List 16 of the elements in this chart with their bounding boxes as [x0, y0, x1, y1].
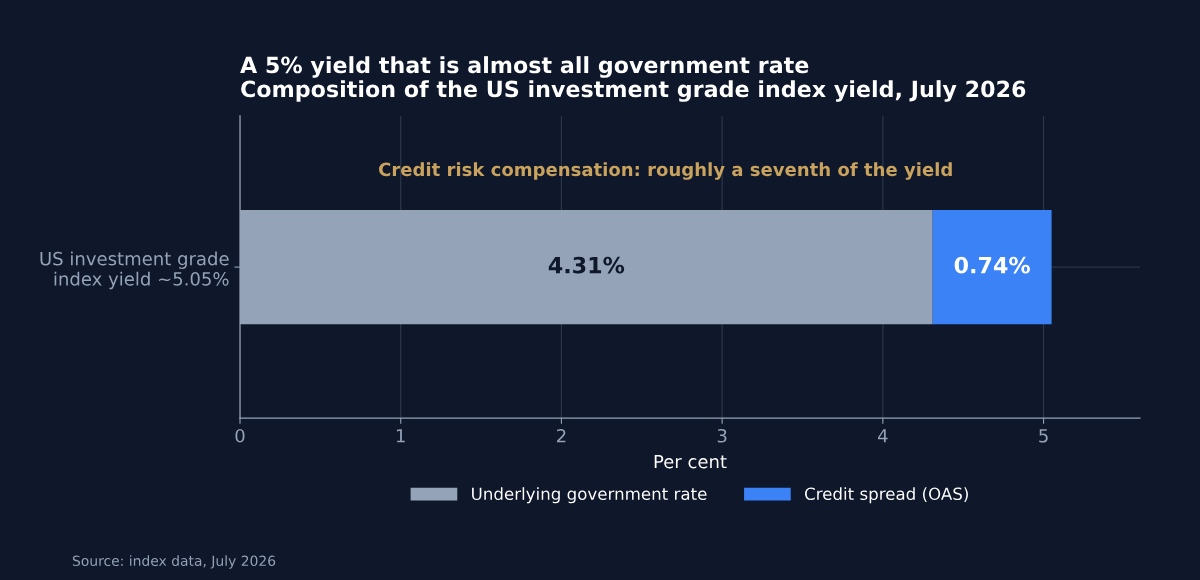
chart-title: A 5% yield that is almost all government rate	[240, 56, 809, 78]
text: Credit risk compensation: roughly a seventh of the yield	[379, 162, 952, 180]
data-label: 4.31%	[548, 256, 625, 274]
x-tick-label: 1	[396, 429, 405, 443]
x-axis-title: Per cent	[654, 454, 727, 469]
x-tick-label: 4	[878, 429, 888, 443]
x-tick-label: 0	[235, 428, 245, 443]
legend-label: Underlying government rate	[472, 487, 707, 504]
data-label: 0.74%	[954, 256, 1030, 274]
y-tick-label: US investment grade index yield ~5.05%	[40, 251, 229, 290]
legend-label: Credit spread (OAS)	[805, 487, 968, 504]
x-tick-label: 2	[557, 428, 566, 443]
x-tick-label: 5	[1039, 429, 1048, 443]
x-tick-label: 3	[717, 428, 727, 443]
source-note: Source: index data, July 2026	[72, 555, 276, 569]
chart-subtitle: Composition of the US investment grade index yield, July 2026	[241, 80, 1026, 102]
